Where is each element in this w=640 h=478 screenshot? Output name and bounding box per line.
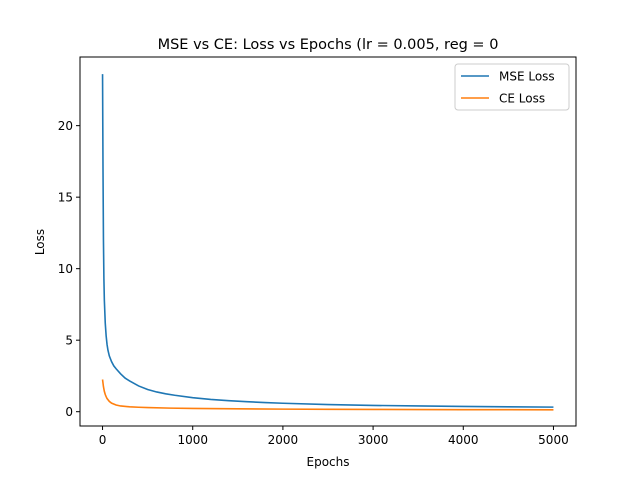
y-tick-label: 0 (65, 405, 73, 419)
chart-title: MSE vs CE: Loss vs Epochs (lr = 0.005, r… (158, 37, 499, 53)
y-axis-label: Loss (33, 229, 47, 255)
y-tick-label: 10 (58, 262, 73, 276)
legend: MSE Loss CE Loss (454, 63, 570, 111)
legend-label: MSE Loss (499, 69, 555, 83)
ticks: 0 1000 2000 3000 4000 5000 0 5 10 15 20 (58, 119, 569, 447)
x-tick-label: 3000 (358, 433, 389, 447)
x-tick-label: 5000 (538, 433, 569, 447)
plot-area (101, 74, 554, 411)
y-tick-label: 15 (58, 190, 73, 204)
x-tick-label: 4000 (448, 433, 479, 447)
x-tick-label: 0 (99, 433, 107, 447)
y-tick-label: 5 (65, 333, 73, 347)
series-line-mse-loss (101, 74, 554, 408)
axes-frame (79, 56, 577, 427)
legend-label: CE Loss (499, 91, 545, 105)
x-tick-label: 1000 (177, 433, 208, 447)
x-axis-label: Epochs (307, 455, 350, 469)
series-line-ce-loss (101, 379, 554, 411)
x-tick-label: 2000 (268, 433, 299, 447)
y-tick-label: 20 (58, 119, 73, 133)
